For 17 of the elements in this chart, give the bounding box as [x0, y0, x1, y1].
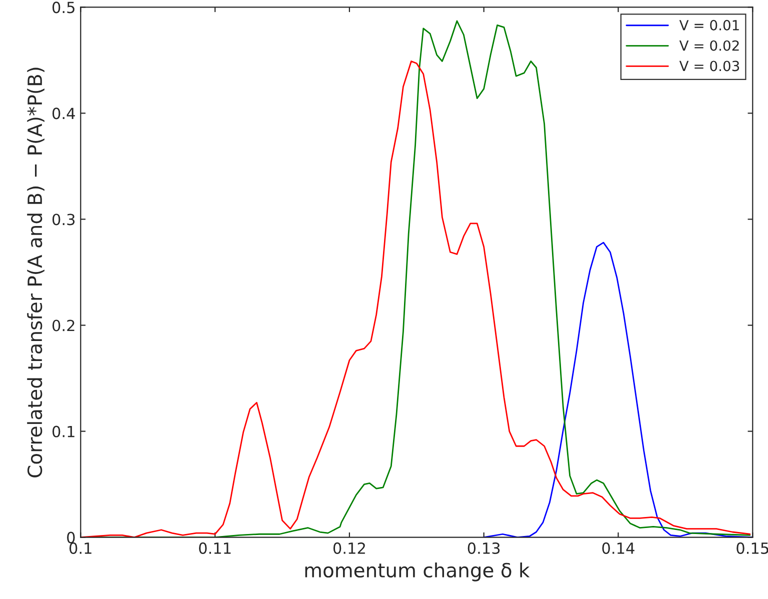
- x-axis-title: momentum change δ k: [305, 562, 530, 582]
- x-tick-label: 0.1: [70, 542, 92, 554]
- x-tick-label: 0.15: [736, 542, 768, 554]
- y-tick-label: 0.5: [52, 2, 74, 14]
- x-tick-label: 0.12: [333, 542, 365, 554]
- legend-label: V = 0.02: [679, 40, 739, 51]
- y-tick-label: 0.3: [52, 214, 75, 226]
- legend-label: V = 0.01: [679, 20, 739, 30]
- y-axis-title: Correlated transfer P(A and B) − P(A)*P(B): [27, 68, 44, 478]
- y-tick-label: 0.4: [52, 108, 75, 120]
- y-tick-label: 0: [67, 532, 75, 544]
- y-tick-label: 0.1: [52, 426, 74, 438]
- legend-label: V = 0.03: [679, 60, 740, 72]
- y-tick-label: 0.2: [52, 320, 74, 332]
- x-tick-label: 0.11: [199, 542, 231, 554]
- x-tick-label: 0.14: [602, 542, 634, 554]
- x-tick-label: 0.13: [468, 542, 500, 554]
